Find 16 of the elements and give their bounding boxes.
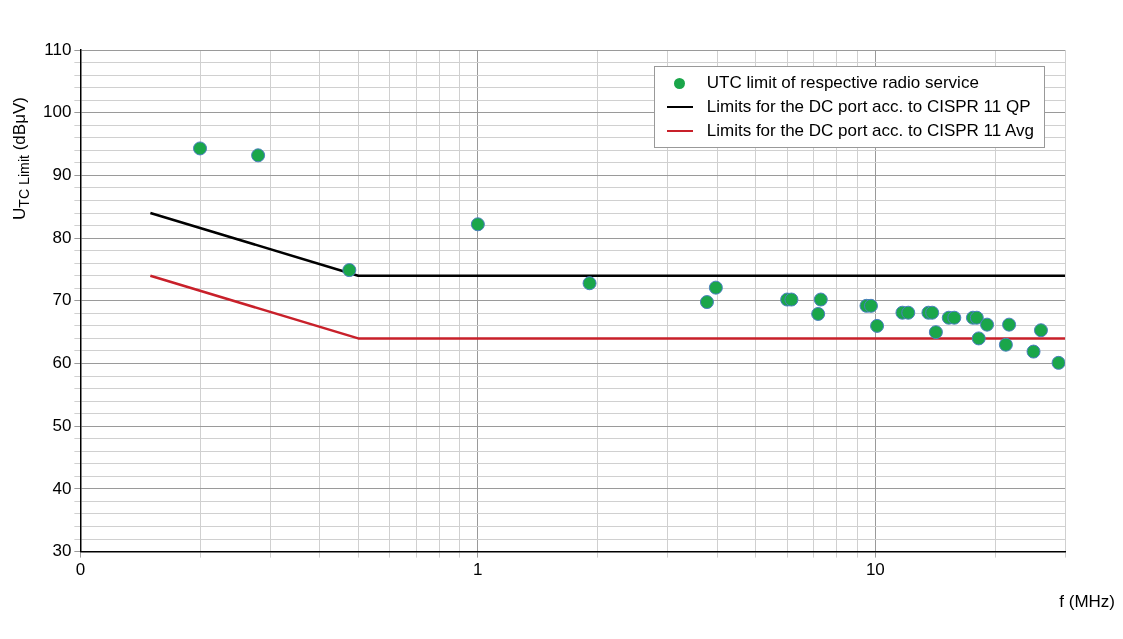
y-tick-label: 50 xyxy=(52,415,72,435)
x-axis-title: f (MHz) xyxy=(1059,591,1115,612)
y-tick-label: 110 xyxy=(44,39,72,59)
y-tick-label: 70 xyxy=(52,290,72,310)
x-tick-label: 1 xyxy=(473,560,483,580)
x-tick-label: 0 xyxy=(75,560,86,580)
y-tick-label: 40 xyxy=(52,478,72,498)
legend-label: UTC limit of respective radio service xyxy=(706,73,979,93)
y-tick-label: 80 xyxy=(52,227,72,247)
legend-label: Limits for the DC port acc. to CISPR 11 QP xyxy=(706,97,1031,117)
y-tick-label: 60 xyxy=(52,353,72,373)
legend-label: Limits for the DC port acc. to CISPR 11 Avg xyxy=(706,121,1034,141)
y-tick-label: 30 xyxy=(52,541,72,561)
y-tick-label: 90 xyxy=(52,165,72,185)
x-tick-label: 10 xyxy=(865,560,885,580)
y-tick-label: 100 xyxy=(42,102,72,122)
